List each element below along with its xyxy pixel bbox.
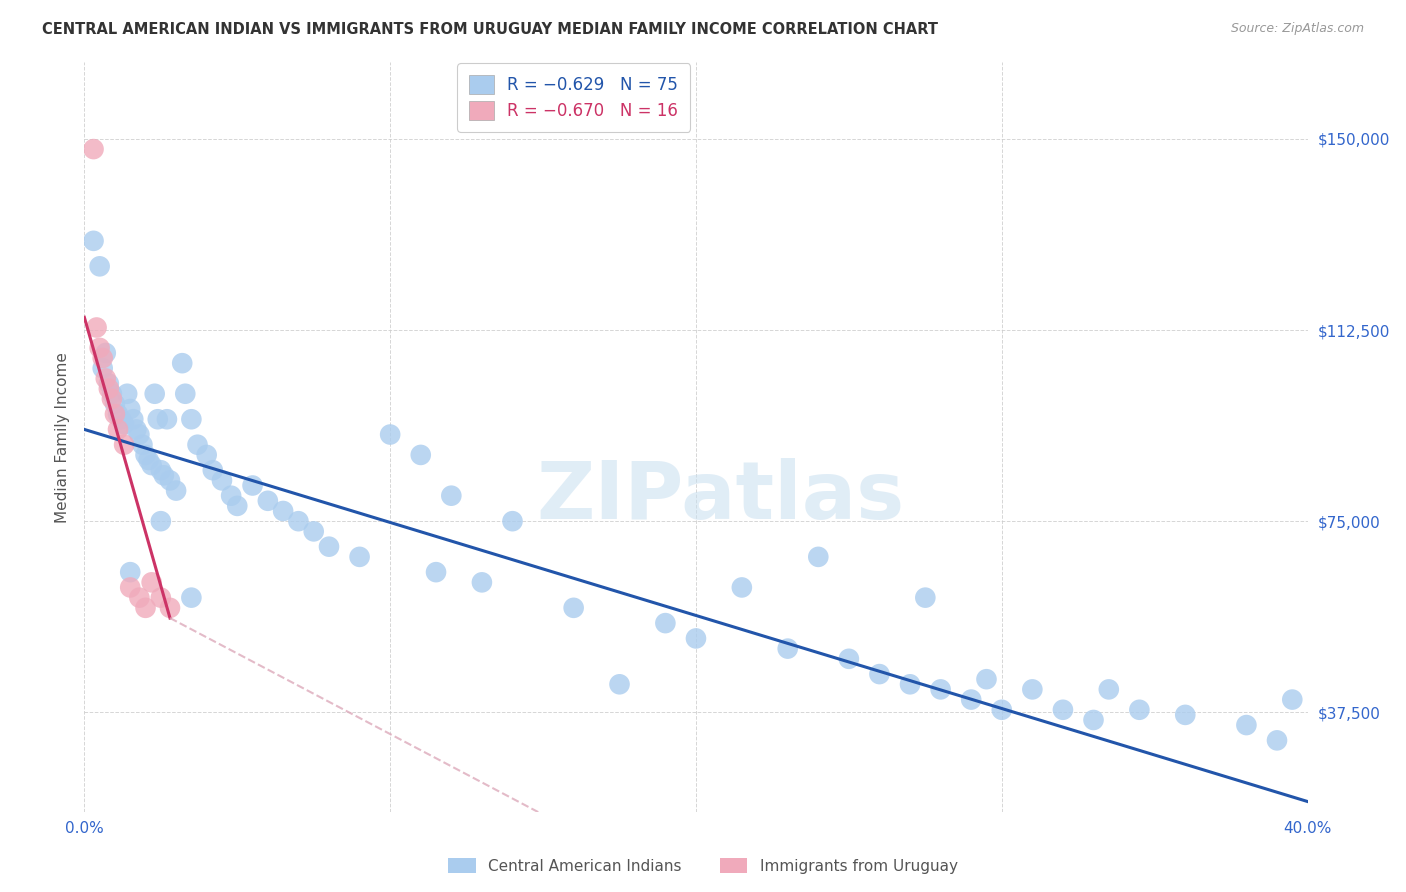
Point xyxy=(287,514,309,528)
Point xyxy=(128,427,150,442)
Point xyxy=(143,386,166,401)
Point xyxy=(149,463,172,477)
Point xyxy=(94,346,117,360)
Point xyxy=(141,575,163,590)
Point xyxy=(302,524,325,539)
Point xyxy=(776,641,799,656)
Point xyxy=(146,412,169,426)
Point xyxy=(83,234,105,248)
Point xyxy=(112,438,135,452)
Point xyxy=(960,692,983,706)
Point xyxy=(1128,703,1150,717)
Point xyxy=(976,672,998,686)
Point xyxy=(125,422,148,436)
Point xyxy=(1281,692,1303,706)
Point xyxy=(120,402,142,417)
Point xyxy=(898,677,921,691)
Point xyxy=(159,600,181,615)
Point xyxy=(149,591,172,605)
Point xyxy=(174,386,197,401)
Point xyxy=(685,632,707,646)
Point xyxy=(1083,713,1105,727)
Legend: Central American Indians, Immigrants from Uruguay: Central American Indians, Immigrants fro… xyxy=(443,852,963,880)
Point xyxy=(89,260,111,274)
Legend: R = −0.629   N = 75, R = −0.670   N = 16: R = −0.629 N = 75, R = −0.670 N = 16 xyxy=(457,63,690,132)
Point xyxy=(731,581,754,595)
Point xyxy=(1174,707,1197,722)
Point xyxy=(159,474,181,488)
Point xyxy=(83,142,105,156)
Point xyxy=(914,591,936,605)
Point xyxy=(120,565,142,579)
Point xyxy=(1021,682,1043,697)
Point xyxy=(172,356,194,370)
Point xyxy=(141,458,163,472)
Point xyxy=(654,616,676,631)
Point xyxy=(135,448,157,462)
Text: CENTRAL AMERICAN INDIAN VS IMMIGRANTS FROM URUGUAY MEDIAN FAMILY INCOME CORRELAT: CENTRAL AMERICAN INDIAN VS IMMIGRANTS FR… xyxy=(42,22,938,37)
Point xyxy=(91,361,114,376)
Point xyxy=(89,341,111,355)
Point xyxy=(156,412,179,426)
Point xyxy=(195,448,218,462)
Point xyxy=(135,600,157,615)
Point xyxy=(502,514,524,528)
Point xyxy=(471,575,494,590)
Point xyxy=(991,703,1014,717)
Point xyxy=(242,478,264,492)
Point xyxy=(1236,718,1258,732)
Point xyxy=(101,386,124,401)
Point xyxy=(91,351,114,365)
Point xyxy=(138,453,160,467)
Point xyxy=(165,483,187,498)
Point xyxy=(97,376,120,391)
Point xyxy=(97,382,120,396)
Point xyxy=(1052,703,1074,717)
Point xyxy=(107,407,129,421)
Point xyxy=(380,427,402,442)
Point xyxy=(1098,682,1121,697)
Point xyxy=(180,591,202,605)
Point xyxy=(107,422,129,436)
Point xyxy=(869,667,891,681)
Point xyxy=(131,438,153,452)
Point xyxy=(349,549,371,564)
Point xyxy=(153,468,176,483)
Point xyxy=(1265,733,1288,747)
Point xyxy=(219,489,242,503)
Point xyxy=(211,474,233,488)
Point xyxy=(86,320,108,334)
Point xyxy=(425,565,447,579)
Point xyxy=(104,397,127,411)
Point xyxy=(186,438,208,452)
Point xyxy=(104,407,127,421)
Point xyxy=(409,448,432,462)
Point xyxy=(149,514,172,528)
Point xyxy=(180,412,202,426)
Point xyxy=(226,499,249,513)
Point xyxy=(271,504,294,518)
Point xyxy=(807,549,830,564)
Point xyxy=(201,463,224,477)
Text: ZIPatlas: ZIPatlas xyxy=(536,458,904,536)
Point xyxy=(115,386,138,401)
Y-axis label: Median Family Income: Median Family Income xyxy=(55,351,70,523)
Point xyxy=(122,412,145,426)
Point xyxy=(128,591,150,605)
Point xyxy=(440,489,463,503)
Point xyxy=(929,682,952,697)
Point xyxy=(110,412,132,426)
Point xyxy=(318,540,340,554)
Point xyxy=(838,652,860,666)
Point xyxy=(609,677,631,691)
Point xyxy=(101,392,124,406)
Point xyxy=(257,493,280,508)
Text: Source: ZipAtlas.com: Source: ZipAtlas.com xyxy=(1230,22,1364,36)
Point xyxy=(112,417,135,432)
Point xyxy=(562,600,585,615)
Point xyxy=(94,371,117,385)
Point xyxy=(120,581,142,595)
